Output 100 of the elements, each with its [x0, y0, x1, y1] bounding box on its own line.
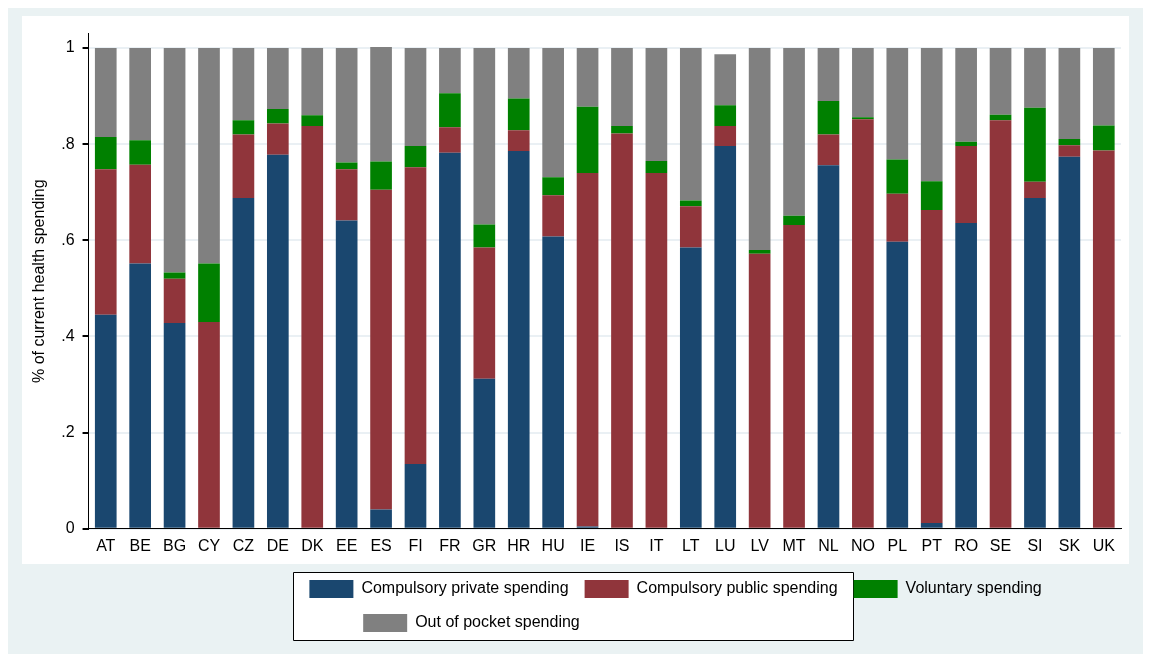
bar — [163, 272, 186, 279]
bar — [94, 314, 117, 528]
bar — [1092, 48, 1115, 126]
bar — [1058, 48, 1081, 139]
x-tick-label: IT — [649, 536, 664, 554]
bar — [266, 109, 289, 124]
bar — [473, 378, 496, 528]
bar — [920, 523, 943, 528]
legend-label: Compulsory public spending — [636, 579, 838, 597]
bar — [576, 173, 599, 527]
bar — [817, 165, 840, 528]
bar — [94, 48, 117, 137]
bar — [679, 247, 702, 528]
bar — [576, 48, 599, 107]
bar — [301, 48, 324, 116]
bar — [1024, 48, 1046, 108]
bar — [645, 161, 668, 174]
bar — [129, 48, 152, 141]
x-tick-label: BE — [129, 536, 151, 554]
bar — [542, 236, 564, 528]
y-tick-label: 0 — [65, 519, 75, 537]
bar — [404, 146, 427, 168]
bar — [439, 93, 461, 128]
x-tick-label: GR — [472, 536, 497, 554]
bar — [232, 48, 255, 121]
bar — [542, 48, 564, 178]
bar — [1058, 138, 1081, 146]
bar — [611, 48, 633, 126]
bar — [370, 47, 392, 162]
bar — [301, 125, 324, 528]
bar — [94, 136, 117, 170]
bar — [989, 120, 1012, 528]
bar — [576, 106, 599, 174]
x-tick-label: SK — [1058, 536, 1081, 554]
y-tick-label: 1 — [65, 38, 75, 56]
bar — [129, 263, 152, 528]
bar — [198, 263, 220, 323]
bar — [198, 48, 220, 264]
x-tick-label: CY — [197, 536, 221, 554]
bar — [439, 127, 461, 153]
bar — [679, 48, 702, 201]
bar — [439, 152, 461, 528]
x-tick-label: RO — [954, 536, 979, 554]
bar — [989, 48, 1012, 115]
x-tick-label: IE — [580, 536, 596, 554]
bar — [404, 463, 427, 528]
bar — [955, 223, 977, 528]
legend-label: Compulsory private spending — [361, 579, 569, 597]
bar — [507, 130, 530, 151]
bar — [163, 278, 186, 324]
bar — [886, 193, 909, 242]
bar — [920, 210, 943, 524]
x-tick-label: DK — [301, 536, 324, 554]
x-tick-label: PL — [887, 536, 908, 554]
bar — [852, 48, 874, 118]
x-tick-label: PT — [921, 536, 943, 554]
x-tick-label: LV — [750, 536, 770, 554]
x-tick-label: ES — [370, 536, 392, 554]
bar — [301, 115, 324, 126]
bar — [955, 141, 977, 147]
bar — [1024, 181, 1046, 199]
x-tick-label: SI — [1027, 536, 1043, 554]
bar — [335, 162, 358, 170]
bar — [473, 224, 496, 248]
y-axis-title: % of current health spending — [30, 179, 48, 384]
bar — [129, 164, 152, 264]
y-tick-label: .6 — [61, 230, 75, 248]
bar — [679, 200, 702, 207]
bar — [542, 195, 564, 237]
bar — [714, 125, 737, 147]
x-tick-label: AT — [96, 536, 116, 554]
bar — [955, 48, 977, 142]
bar — [886, 159, 909, 194]
bar — [1024, 107, 1046, 182]
bar — [645, 173, 668, 528]
bar — [989, 114, 1012, 121]
y-tick-label: .2 — [61, 423, 75, 441]
x-tick-label: IS — [614, 536, 630, 554]
bar — [1092, 125, 1115, 151]
bar — [611, 125, 633, 134]
bar — [886, 48, 909, 160]
x-tick-label: HU — [541, 536, 565, 554]
bar — [748, 249, 771, 254]
bar — [714, 54, 737, 106]
x-tick-label: LT — [682, 536, 700, 554]
bar — [783, 48, 805, 216]
x-tick-label: FI — [408, 536, 423, 554]
y-tick-label: .8 — [61, 134, 75, 152]
bar — [955, 146, 977, 224]
legend-label: Voluntary spending — [905, 579, 1042, 597]
bar — [1092, 150, 1115, 528]
x-tick-label: NO — [850, 536, 875, 554]
x-tick-label: UK — [1092, 536, 1116, 554]
x-tick-label: MT — [782, 536, 806, 554]
x-tick-label: NL — [818, 536, 839, 554]
bar — [439, 48, 461, 94]
bar — [542, 177, 564, 196]
bar — [1024, 198, 1046, 528]
bar — [507, 150, 530, 528]
bar — [335, 169, 358, 221]
